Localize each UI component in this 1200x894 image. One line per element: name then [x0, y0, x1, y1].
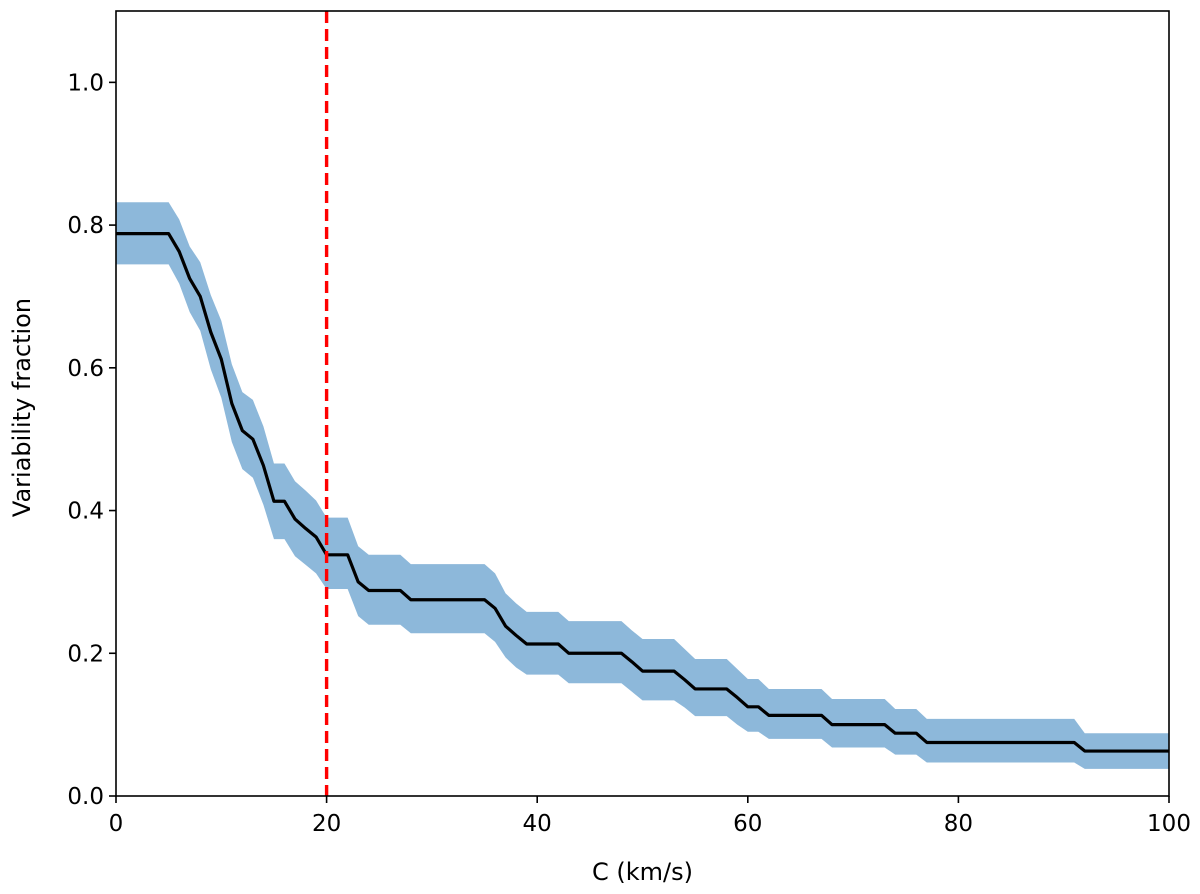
confidence-band: [116, 202, 1169, 769]
y-tick-label: 0.2: [67, 641, 104, 667]
x-tick-label: 40: [523, 811, 552, 837]
plot-frame: [115, 10, 1170, 797]
y-axis-label: Variability fraction: [8, 298, 36, 517]
y-tick-label: 0.4: [67, 499, 104, 525]
x-axis-label: C (km/s): [592, 858, 693, 886]
series-line: [116, 232, 1169, 753]
x-tick-label: 0: [109, 811, 124, 837]
x-tick-label: 20: [312, 811, 341, 837]
x-tick-label: 100: [1147, 811, 1191, 837]
y-tick-label: 0.8: [67, 213, 104, 239]
axes: 0 20 40 60 80 100 0.0 0.2 0.4 0.6 0.8 1.0: [67, 10, 1191, 837]
plot-area: [116, 11, 1169, 796]
y-tick-label: 0.0: [67, 784, 104, 810]
y-tick-label: 0.6: [67, 356, 104, 382]
x-tick-label: 80: [944, 811, 973, 837]
y-tick-label: 1.0: [67, 70, 104, 96]
x-tick-label: 60: [733, 811, 762, 837]
